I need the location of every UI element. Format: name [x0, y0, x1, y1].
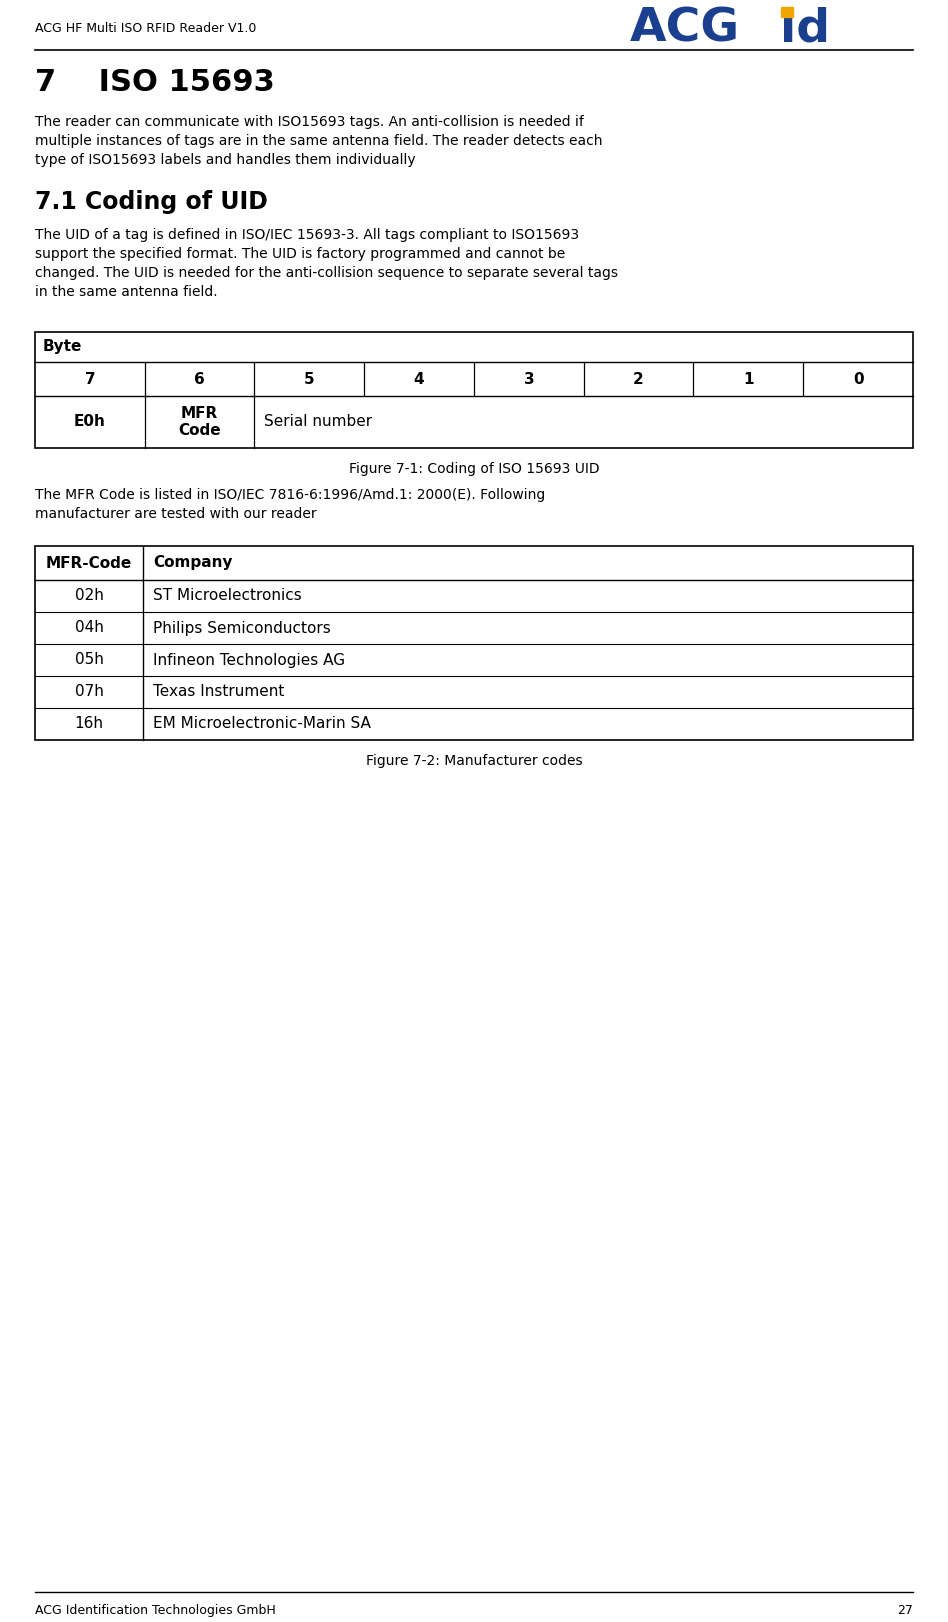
Text: 02h: 02h — [75, 589, 103, 603]
Text: 05h: 05h — [75, 652, 103, 668]
Text: 2: 2 — [633, 371, 644, 386]
Text: MFR-Code: MFR-Code — [46, 555, 132, 571]
Text: 4: 4 — [414, 371, 425, 386]
Text: EM Microelectronic-Marin SA: EM Microelectronic-Marin SA — [153, 717, 371, 732]
Text: type of ISO15693 labels and handles them individually: type of ISO15693 labels and handles them… — [35, 152, 415, 167]
Text: ST Microelectronics: ST Microelectronics — [153, 589, 301, 603]
Text: The UID of a tag is defined in ISO/IEC 15693-3. All tags compliant to ISO15693: The UID of a tag is defined in ISO/IEC 1… — [35, 229, 579, 242]
Text: Figure 7-1: Coding of ISO 15693 UID: Figure 7-1: Coding of ISO 15693 UID — [349, 462, 599, 475]
Text: 27: 27 — [897, 1604, 913, 1617]
Text: id: id — [780, 6, 830, 52]
Text: MFR
Code: MFR Code — [178, 406, 221, 438]
Text: 7    ISO 15693: 7 ISO 15693 — [35, 68, 275, 97]
Bar — [35, 333, 913, 448]
Text: Infineon Technologies AG: Infineon Technologies AG — [153, 652, 345, 668]
Text: Serial number: Serial number — [264, 415, 373, 430]
Text: changed. The UID is needed for the anti-collision sequence to separate several t: changed. The UID is needed for the anti-… — [35, 266, 618, 281]
Text: in the same antenna field.: in the same antenna field. — [35, 285, 218, 298]
Text: 0: 0 — [853, 371, 864, 386]
Text: 7: 7 — [84, 371, 95, 386]
Text: 07h: 07h — [75, 684, 103, 699]
Text: 16h: 16h — [75, 717, 103, 732]
Text: ACG HF Multi ISO RFID Reader V1.0: ACG HF Multi ISO RFID Reader V1.0 — [35, 21, 256, 34]
Text: Texas Instrument: Texas Instrument — [153, 684, 284, 699]
Text: 7.1 Coding of UID: 7.1 Coding of UID — [35, 190, 268, 214]
Text: E0h: E0h — [74, 415, 106, 430]
Text: support the specified format. The UID is factory programmed and cannot be: support the specified format. The UID is… — [35, 247, 565, 261]
Text: ACG Identification Technologies GmbH: ACG Identification Technologies GmbH — [35, 1604, 276, 1617]
Text: Byte: Byte — [43, 339, 82, 355]
Text: multiple instances of tags are in the same antenna field. The reader detects eac: multiple instances of tags are in the sa… — [35, 135, 603, 148]
Text: The reader can communicate with ISO15693 tags. An anti-collision is needed if: The reader can communicate with ISO15693… — [35, 115, 584, 130]
Text: 04h: 04h — [75, 621, 103, 636]
Text: Philips Semiconductors: Philips Semiconductors — [153, 621, 331, 636]
Text: manufacturer are tested with our reader: manufacturer are tested with our reader — [35, 508, 317, 521]
Text: Company: Company — [153, 555, 232, 571]
Text: ACG: ACG — [630, 6, 740, 52]
Text: Figure 7-2: Manufacturer codes: Figure 7-2: Manufacturer codes — [366, 754, 582, 767]
Text: 1: 1 — [743, 371, 754, 386]
Bar — [781, 6, 793, 16]
Bar — [35, 547, 913, 740]
Text: The MFR Code is listed in ISO/IEC 7816-6:1996/Amd.1: 2000(E). Following: The MFR Code is listed in ISO/IEC 7816-6… — [35, 488, 545, 501]
Text: 6: 6 — [194, 371, 205, 386]
Text: 3: 3 — [523, 371, 534, 386]
Text: 5: 5 — [304, 371, 315, 386]
